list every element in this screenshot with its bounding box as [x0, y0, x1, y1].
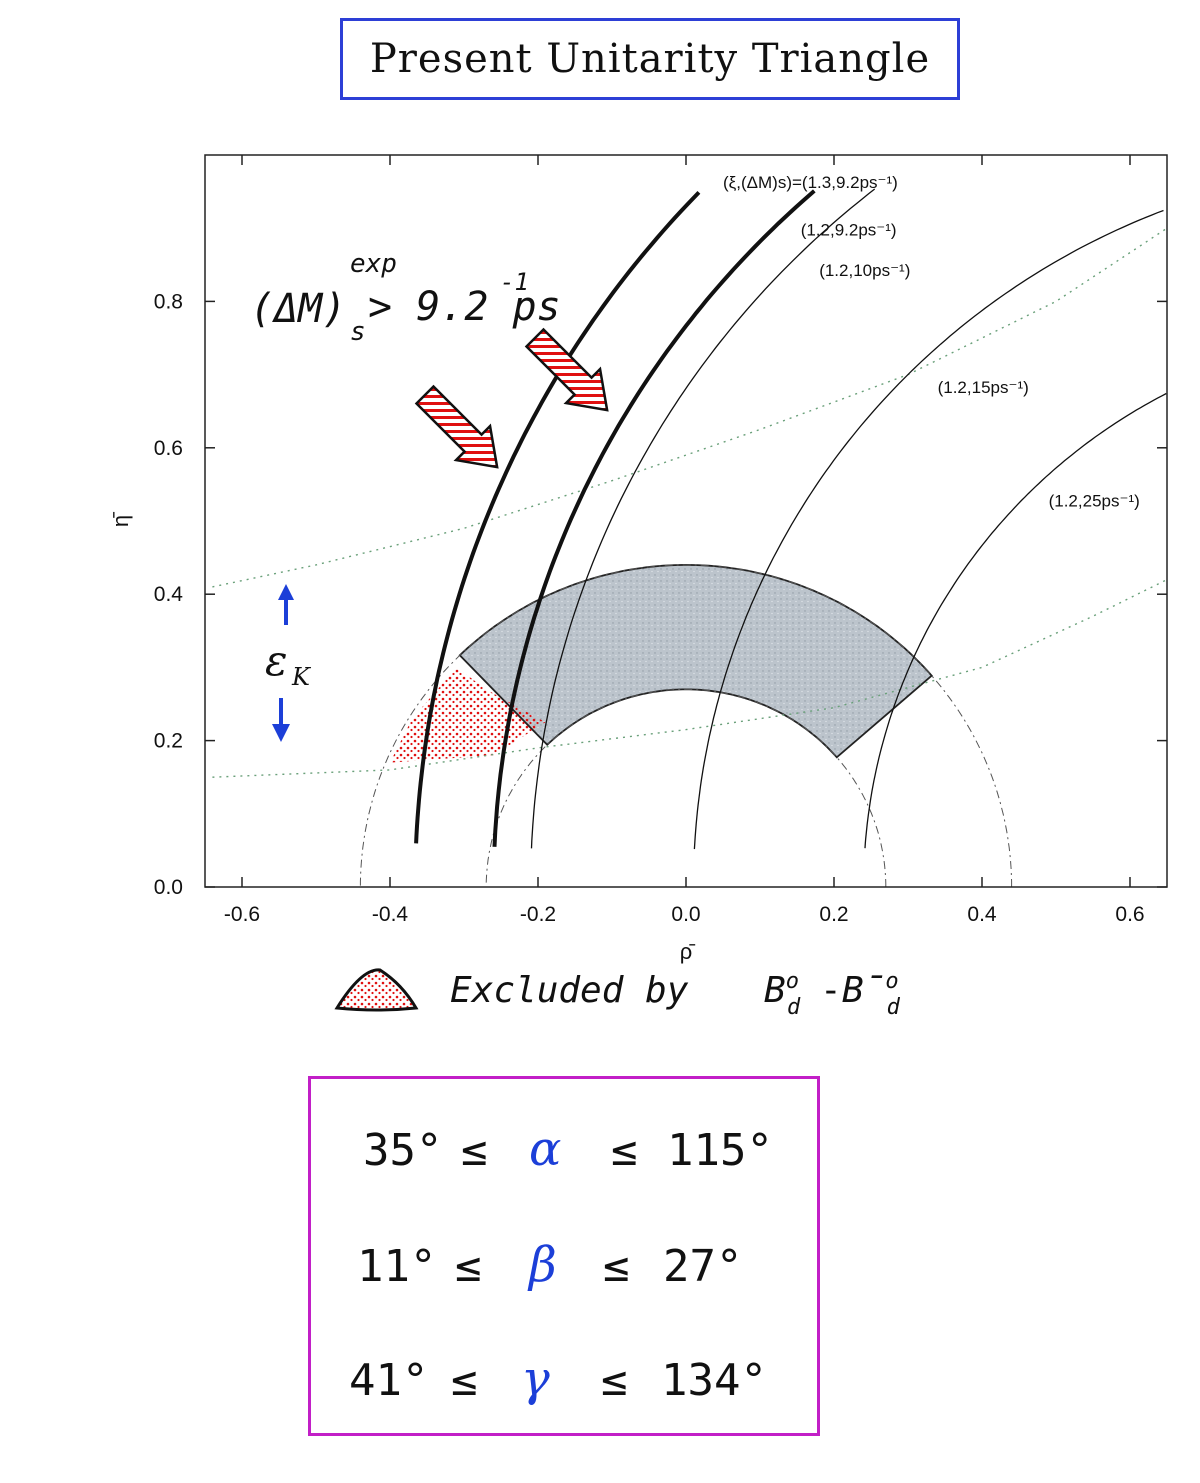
beta-upper: 27° [663, 1241, 743, 1292]
meson-b: Bo d [764, 969, 801, 1020]
alpha-le-1: ≤ [461, 1125, 488, 1176]
dm-contour-3 [693, 209, 1164, 850]
beta-le-2: ≤ [603, 1241, 630, 1292]
epsilon-k-subscript: K [291, 663, 312, 691]
beta-symbol: β [529, 1237, 557, 1293]
gamma-symbol: γ [521, 1351, 550, 1407]
dms-annotation: (ΔM) [250, 286, 346, 332]
beta-le-1: ≤ [455, 1241, 482, 1292]
vub-circle-0 [485, 688, 887, 887]
alpha-lower: 35° [363, 1125, 443, 1176]
gamma-le-2: ≤ [601, 1355, 628, 1406]
y-tick-label: 0.6 [154, 437, 183, 460]
gamma-le-1: ≤ [451, 1355, 478, 1406]
alpha-symbol: α [529, 1121, 562, 1177]
dm-contour-label-2: (1.2,10ps⁻¹) [819, 261, 910, 280]
epsilon-arrowhead-up [278, 584, 294, 600]
dms-subscript: s [350, 317, 366, 347]
arrow-excluded-left [414, 384, 499, 469]
beta-lower: 11° [357, 1241, 437, 1292]
alpha-upper: 115° [667, 1125, 773, 1176]
vub-circle-1 [359, 564, 1013, 887]
dm-contour-1 [492, 189, 816, 847]
plot-area [212, 188, 1167, 887]
x-tick-label: -0.6 [224, 903, 260, 926]
meson-bbar: B̄o d [842, 969, 901, 1020]
annotations: (ξ,(ΔM)s)=(1.3,9.2ps⁻¹) (1.2,9.2ps⁻¹) (1.2… [250, 173, 1140, 742]
dm-contour-label-1: (1.2,9.2ps⁻¹) [801, 221, 897, 240]
y-axis-label: η̄ [108, 512, 133, 527]
y-tick-label: 0.0 [154, 876, 183, 899]
arrow-excluded-right [524, 327, 609, 412]
x-tick-label: 0.6 [1115, 903, 1144, 926]
dms-bound-exponent: -1 [500, 268, 529, 296]
y-tick-label: 0.4 [154, 583, 184, 606]
x-tick-label: 0.0 [671, 903, 700, 926]
legend-dash: - [820, 970, 842, 1011]
dms-bound: > 9.2 ps [368, 284, 561, 330]
alpha-le-2: ≤ [611, 1125, 638, 1176]
x-tick-label: 0.2 [819, 903, 848, 926]
excluded-legend-swatch [334, 968, 419, 1012]
page-title: Present Unitarity Triangle [369, 36, 931, 82]
angle-ranges-box: 35° ≤ α ≤ 115° 11° ≤ β ≤ 27° 41° ≤ γ ≤ 1… [308, 1076, 820, 1436]
y-tick-label: 0.8 [154, 290, 183, 313]
epsilon-k-label: ε [265, 636, 288, 685]
x-tick-label: 0.4 [967, 903, 997, 926]
angle-row-gamma: 41° ≤ γ ≤ 134° [311, 1351, 817, 1425]
dm-contour-label-3: (1.2,15ps⁻¹) [938, 378, 1029, 397]
dm-contour-2 [530, 188, 876, 849]
epsilon-arrowhead-down [272, 724, 290, 742]
dm-contour-4 [864, 392, 1167, 849]
x-axis-label: ρ̄ [680, 939, 696, 964]
x-tick-label: -0.2 [520, 903, 556, 926]
legend: Excluded by Bo d - B̄o d [334, 968, 901, 1020]
dm-contour-0 [414, 191, 701, 844]
x-tick-label: -0.4 [372, 903, 409, 926]
unitarity-chart: -0.6 -0.4 -0.2 0.0 0.2 0.4 0.6 0.0 0.2 0.4 0.6 0.8 ρ… [108, 154, 1168, 964]
angle-row-alpha: 35° ≤ α ≤ 115° [311, 1121, 817, 1195]
dm-contour-label-4: (1.2,25ps⁻¹) [1049, 491, 1140, 510]
dms-superscript: exp [350, 249, 397, 279]
title-box: Present Unitarity Triangle [340, 18, 960, 100]
gamma-lower: 41° [349, 1355, 429, 1406]
dm-contour-label-0: (ξ,(ΔM)s)=(1.3,9.2ps⁻¹) [723, 173, 898, 192]
y-tick-label: 0.2 [154, 730, 183, 753]
axes: -0.6 -0.4 -0.2 0.0 0.2 0.4 0.6 0.0 0.2 0.4 0.6 0.8 ρ… [108, 154, 1168, 964]
angle-row-beta: 11° ≤ β ≤ 27° [311, 1237, 817, 1311]
excluded-label: Excluded by [450, 970, 689, 1011]
gamma-upper: 134° [661, 1355, 767, 1406]
